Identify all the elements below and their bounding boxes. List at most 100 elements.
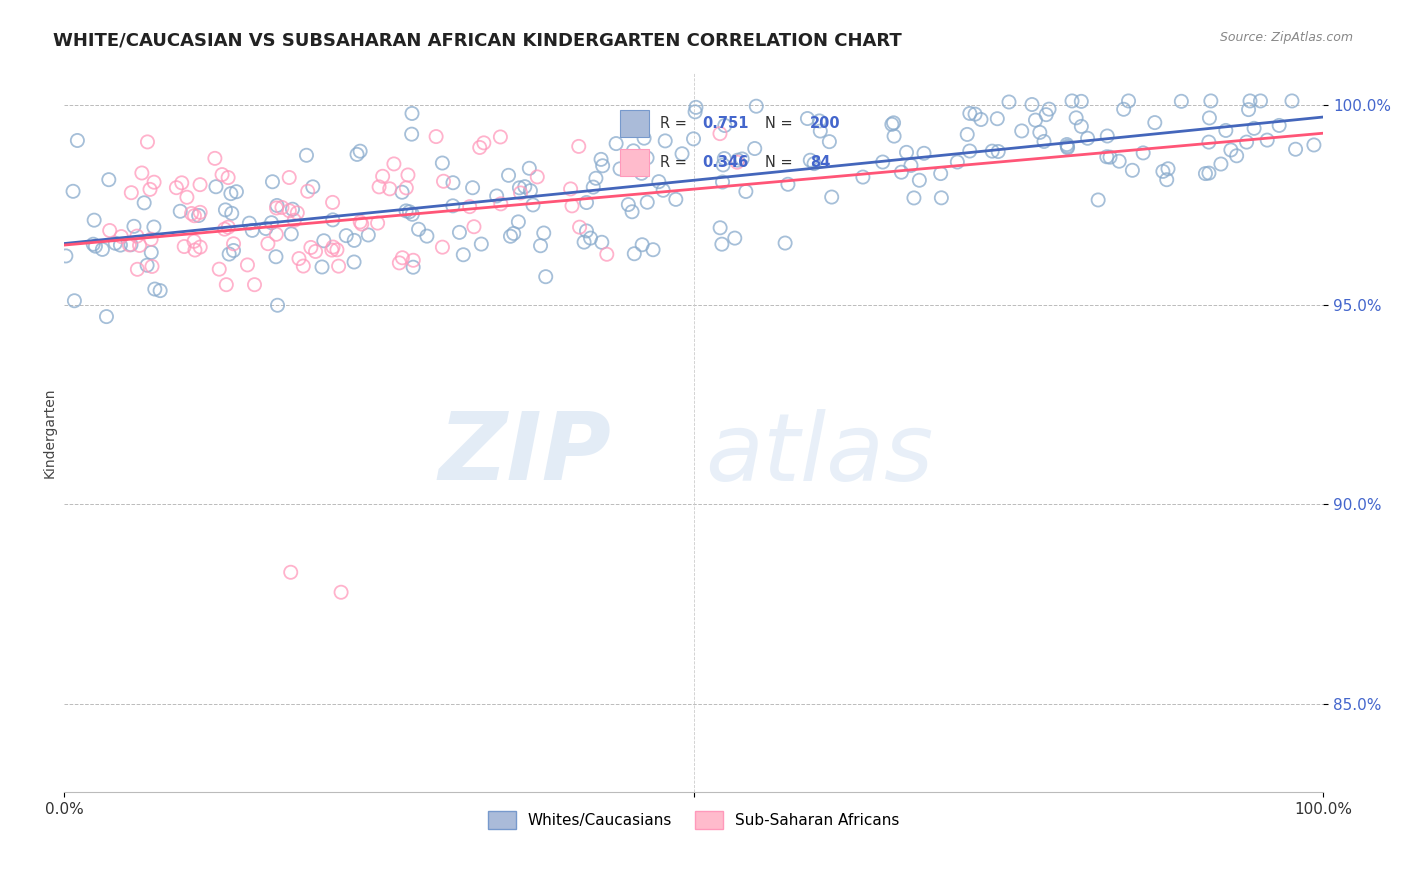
Point	[330, 585, 353, 599]
Point	[1268, 119, 1291, 133]
Point	[215, 277, 238, 292]
Point	[321, 243, 343, 257]
Point	[271, 201, 294, 215]
Point	[432, 240, 454, 254]
Point	[1098, 150, 1121, 164]
Point	[654, 134, 676, 148]
Point	[292, 259, 315, 273]
Point	[1021, 97, 1043, 112]
Point	[818, 135, 841, 149]
Point	[1157, 161, 1180, 176]
Point	[470, 237, 492, 252]
Point	[188, 240, 211, 254]
Point	[956, 128, 979, 142]
Point	[378, 182, 401, 196]
Point	[1226, 149, 1249, 163]
Point	[1056, 137, 1078, 152]
Point	[1199, 94, 1222, 108]
Point	[533, 226, 555, 240]
Point	[1152, 164, 1174, 178]
Point	[1198, 111, 1220, 125]
Point	[568, 220, 591, 235]
Point	[127, 262, 149, 277]
Point	[180, 206, 202, 220]
Point	[1108, 154, 1130, 169]
Point	[568, 139, 591, 153]
Point	[128, 238, 150, 252]
Text: Source: ZipAtlas.com: Source: ZipAtlas.com	[1219, 31, 1353, 45]
Point	[1170, 95, 1192, 109]
Point	[513, 179, 536, 194]
Point	[776, 178, 799, 192]
Point	[312, 234, 335, 248]
Point	[257, 236, 280, 251]
Point	[221, 206, 243, 220]
Point	[208, 262, 231, 277]
Point	[526, 169, 548, 184]
Point	[986, 112, 1008, 126]
Point	[328, 259, 350, 273]
Point	[683, 104, 706, 119]
Point	[725, 155, 748, 169]
Point	[401, 106, 423, 120]
Point	[744, 142, 766, 156]
Point	[1029, 125, 1052, 139]
Point	[987, 145, 1010, 159]
Point	[631, 237, 654, 252]
Point	[304, 244, 326, 259]
Point	[408, 222, 430, 236]
Point	[591, 235, 613, 250]
Point	[1121, 163, 1143, 178]
Point	[214, 202, 236, 217]
Point	[1156, 172, 1178, 186]
Text: ZIP: ZIP	[439, 408, 612, 500]
Point	[335, 228, 357, 243]
Point	[522, 198, 544, 212]
Point	[896, 145, 918, 160]
Point	[254, 221, 277, 235]
Point	[1056, 139, 1078, 153]
Point	[131, 166, 153, 180]
Point	[395, 181, 418, 195]
Point	[453, 248, 475, 262]
Point	[357, 227, 380, 242]
Point	[617, 197, 640, 211]
Point	[1077, 131, 1099, 145]
Point	[280, 566, 302, 580]
Point	[1033, 135, 1056, 149]
Point	[734, 185, 756, 199]
Point	[441, 199, 464, 213]
Point	[211, 168, 233, 182]
Point	[621, 144, 644, 158]
Point	[97, 172, 120, 186]
Point	[98, 223, 121, 237]
Point	[621, 204, 644, 219]
Point	[432, 156, 454, 170]
Point	[266, 201, 288, 215]
Point	[416, 229, 439, 244]
Point	[120, 186, 142, 200]
Point	[709, 127, 731, 141]
Point	[188, 205, 211, 219]
Point	[395, 203, 418, 218]
Point	[141, 245, 163, 260]
Point	[83, 213, 105, 227]
Point	[264, 227, 287, 242]
Point	[609, 161, 631, 176]
Point	[382, 157, 405, 171]
Point	[214, 222, 236, 236]
Point	[665, 192, 688, 206]
Point	[572, 235, 595, 249]
Point	[449, 226, 471, 240]
Point	[883, 116, 905, 130]
Point	[929, 167, 952, 181]
Point	[204, 152, 226, 166]
Point	[489, 197, 512, 211]
Point	[110, 229, 132, 244]
Point	[998, 95, 1021, 109]
Point	[1198, 135, 1220, 149]
Point	[468, 140, 491, 154]
Point	[852, 170, 875, 185]
Point	[502, 227, 524, 241]
Point	[903, 191, 925, 205]
